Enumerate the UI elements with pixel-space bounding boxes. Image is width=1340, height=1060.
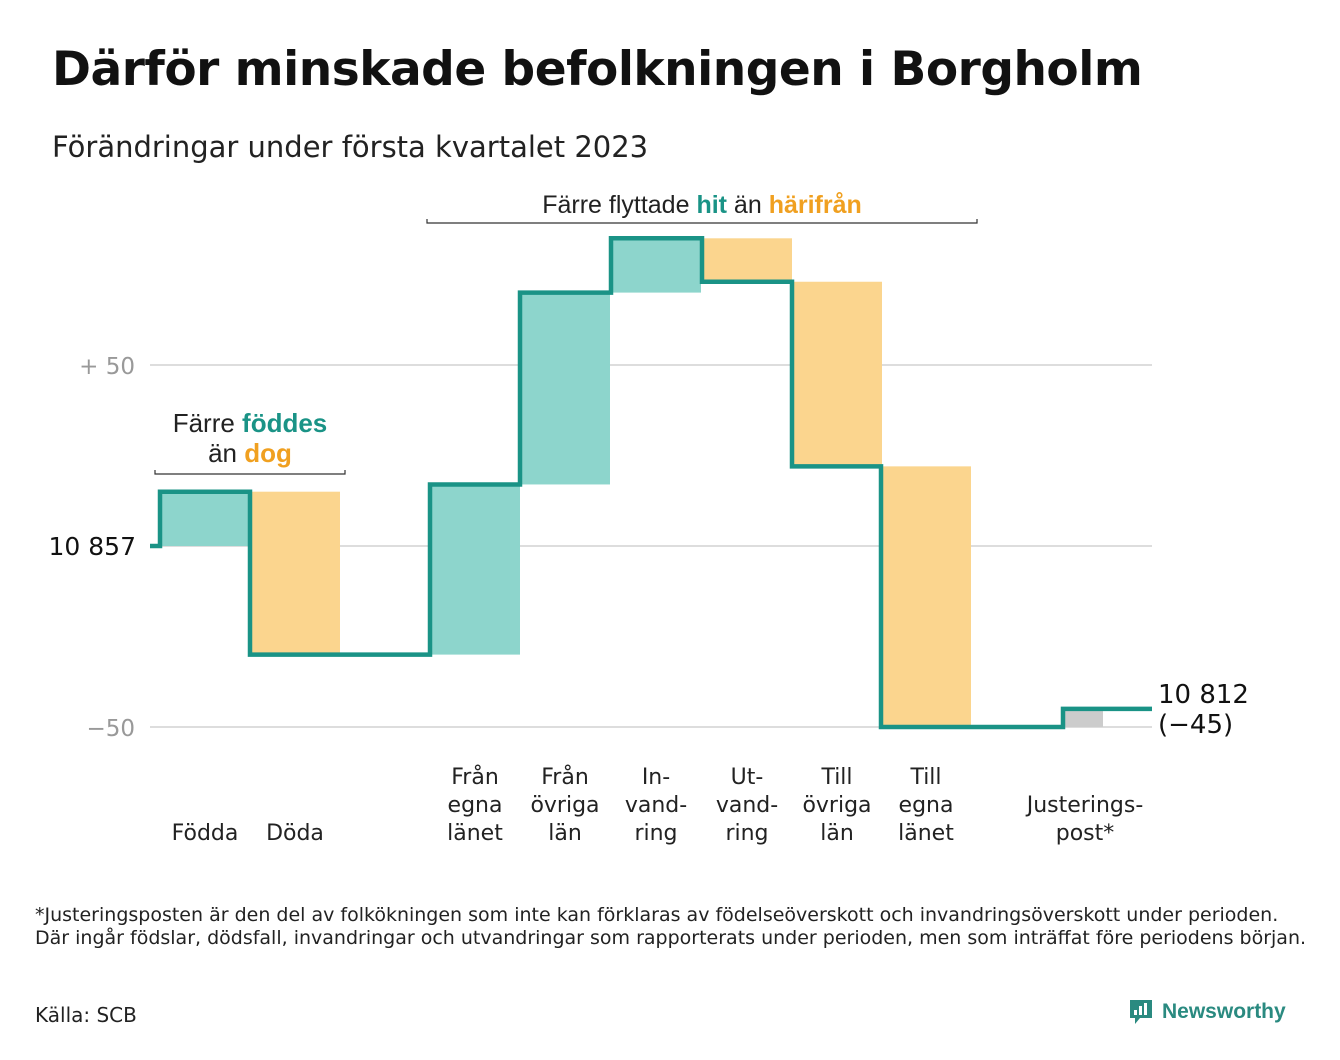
category-label-3-line-1: övriga bbox=[530, 793, 600, 818]
migration-annotation-away: härifrån bbox=[768, 191, 862, 219]
category-label-6-line-0: Till bbox=[821, 765, 853, 790]
category-label-7-line-2: länet bbox=[898, 821, 954, 846]
births-bracket bbox=[154, 470, 346, 475]
migration-annotation-pre: Färre flyttade bbox=[542, 191, 697, 219]
bar-4 bbox=[611, 238, 701, 293]
category-label-5-line-0: Ut- bbox=[730, 765, 764, 790]
category-label-6-line-2: län bbox=[820, 821, 854, 846]
end-value-total: 10 812 bbox=[1158, 680, 1249, 710]
bar-1 bbox=[250, 491, 340, 655]
category-label-8-line-1: post* bbox=[1055, 821, 1115, 846]
source-label: Källa: SCB bbox=[35, 1003, 137, 1027]
brand-name: Newsworthy bbox=[1162, 1000, 1286, 1023]
births-annotation-born: föddes bbox=[242, 408, 328, 438]
bar-0 bbox=[160, 491, 250, 546]
footnote: *Justeringsposten är den del av folkökni… bbox=[35, 904, 1307, 949]
y-tick-label-1: 10 857 bbox=[49, 532, 136, 561]
category-label-2-line-1: egna bbox=[447, 793, 503, 818]
category-label-5-line-1: vand- bbox=[715, 793, 779, 818]
migration-annotation-mid: än bbox=[726, 191, 769, 219]
category-label-2-line-0: Från bbox=[451, 765, 499, 790]
category-label-4: In-vand-ring bbox=[601, 764, 711, 848]
brand-logo: Newsworthy bbox=[1128, 998, 1286, 1026]
category-label-2-line-2: länet bbox=[447, 821, 503, 846]
category-label-0: Födda bbox=[150, 820, 260, 848]
category-label-2: Från egna länet bbox=[420, 764, 530, 848]
end-value-label: 10 812 (−45) bbox=[1158, 680, 1249, 740]
category-label-1-line-0: Döda bbox=[266, 821, 324, 846]
cumulative-step-line bbox=[150, 236, 1152, 730]
waterfall-chart: + 50 10 857 −50 bbox=[49, 219, 1152, 742]
chart-subtitle: Förändringar under första kvartalet 2023 bbox=[52, 130, 649, 164]
births-annotation-pre1: Färre bbox=[172, 408, 243, 438]
births-annotation: Färre föddes än dog bbox=[150, 408, 350, 468]
category-label-3: Från övriga län bbox=[510, 764, 620, 848]
category-label-3-line-0: Från bbox=[541, 765, 589, 790]
migration-bracket bbox=[426, 219, 978, 224]
category-label-3-line-2: län bbox=[548, 821, 582, 846]
y-tick-label-2: −50 bbox=[86, 716, 135, 742]
category-label-8: Justerings-post* bbox=[1005, 792, 1165, 848]
category-label-5: Ut-vand-ring bbox=[692, 764, 802, 848]
category-label-1: Döda bbox=[240, 820, 350, 848]
category-label-4-line-2: ring bbox=[634, 821, 678, 846]
migration-annotation-here: hit bbox=[696, 191, 727, 219]
category-label-7-line-0: Till bbox=[910, 765, 942, 790]
migration-annotation: Färre flyttade hit än härifrån bbox=[426, 190, 978, 220]
category-label-7: Till egna länet bbox=[871, 764, 981, 848]
newsworthy-logo-icon bbox=[1130, 1000, 1152, 1024]
category-label-5-line-2: ring bbox=[725, 821, 769, 846]
births-annotation-pre2: än bbox=[208, 438, 245, 468]
category-label-0-line-0: Födda bbox=[171, 821, 239, 846]
y-tick-label-0: + 50 bbox=[79, 354, 135, 380]
births-annotation-died: dog bbox=[244, 438, 292, 468]
bar-2 bbox=[430, 484, 520, 655]
bar-7 bbox=[881, 466, 971, 727]
category-label-4-line-0: In- bbox=[641, 765, 671, 790]
category-label-6-line-1: övriga bbox=[802, 793, 872, 818]
bar-3 bbox=[520, 292, 610, 485]
bar-6 bbox=[792, 281, 882, 467]
category-label-4-line-1: vand- bbox=[624, 793, 688, 818]
bar-8 bbox=[1063, 708, 1103, 727]
bar-5 bbox=[702, 238, 792, 282]
category-label-7-line-1: egna bbox=[898, 793, 954, 818]
category-label-8-line-0: Justerings- bbox=[1026, 793, 1144, 818]
end-value-change: (−45) bbox=[1158, 710, 1234, 740]
category-label-6: Till övriga län bbox=[782, 764, 892, 848]
chart-title: Därför minskade befolkningen i Borgholm bbox=[52, 42, 1143, 97]
